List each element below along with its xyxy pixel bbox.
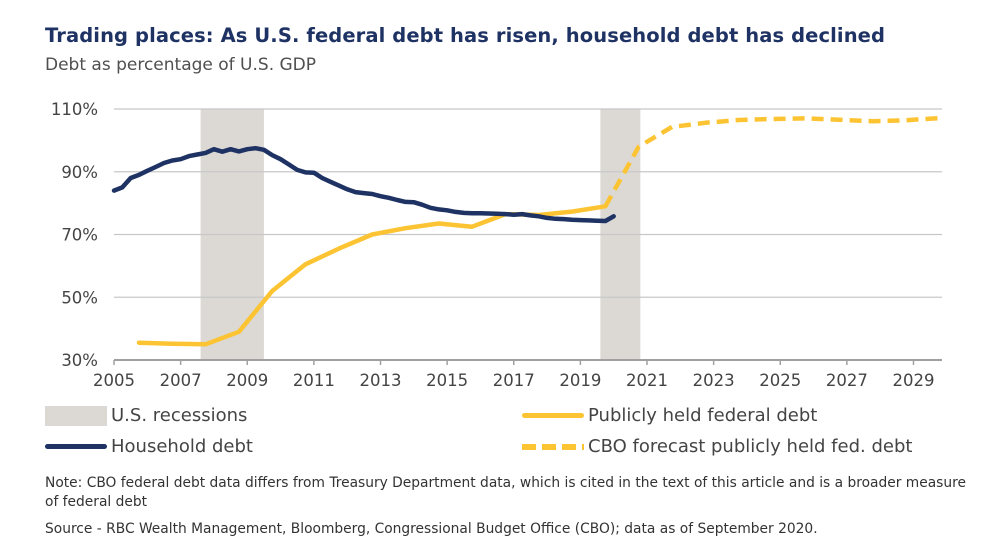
x-tick-label: 2027 [826, 371, 868, 390]
y-tick-label: 90% [61, 163, 98, 182]
x-tick-label: 2019 [559, 371, 601, 390]
y-tick-label: 70% [61, 226, 98, 245]
series-lines [111, 115, 944, 347]
legend-label: Publicly held federal debt [588, 405, 818, 426]
household-debt-swatch [45, 444, 107, 449]
legend-item-household-debt: Household debt [45, 436, 253, 457]
cbo-forecast-publicly-held-fed-debt-line [603, 115, 944, 208]
x-tick-label: 2011 [293, 371, 335, 390]
x-tick-label: 2005 [93, 371, 135, 390]
x-tick-label: 2007 [160, 371, 202, 390]
federal-debt-swatch [522, 413, 584, 418]
chart-subtitle: Debt as percentage of U.S. GDP [45, 55, 317, 75]
x-tick-label: 2015 [426, 371, 468, 390]
x-tick-label: 2017 [493, 371, 535, 390]
recession-swatch [45, 405, 107, 426]
legend-item-cbo-forecast: CBO forecast publicly held fed. debt [522, 436, 912, 457]
chart-title: Trading places: As U.S. federal debt has… [45, 24, 886, 47]
y-tick-label: 110% [51, 100, 98, 119]
x-tick-label: 2021 [626, 371, 668, 390]
legend-label: CBO forecast publicly held fed. debt [588, 436, 913, 457]
x-tick-label: 2009 [226, 371, 268, 390]
x-axis-labels: 2005 2007 2009 2011 2013 2015 2017 2019 2021 2023… [93, 371, 935, 390]
source-note: Source - RBC Wealth Management, Bloomber… [45, 521, 818, 537]
cbo-forecast-swatch [522, 443, 584, 450]
legend-label: Household debt [111, 436, 253, 457]
footnote: Note: CBO federal debt data differs from… [45, 475, 966, 510]
y-tick-label: 50% [61, 288, 98, 307]
y-tick-label: 30% [61, 351, 98, 370]
x-tick-label: 2023 [693, 371, 735, 390]
legend-item-recessions: U.S. recessions [45, 405, 247, 426]
gridlines [114, 108, 942, 298]
x-tick-label: 2029 [893, 371, 935, 390]
x-tick-label: 2013 [360, 371, 402, 390]
household-debt-line [111, 145, 616, 224]
legend-item-federal-debt: Publicly held federal debt [522, 405, 817, 426]
x-axis [113, 359, 942, 365]
x-tick-label: 2025 [759, 371, 801, 390]
y-axis-labels: 30% 50% 70% 90% 110% [51, 100, 98, 370]
legend-label: U.S. recessions [111, 405, 248, 426]
